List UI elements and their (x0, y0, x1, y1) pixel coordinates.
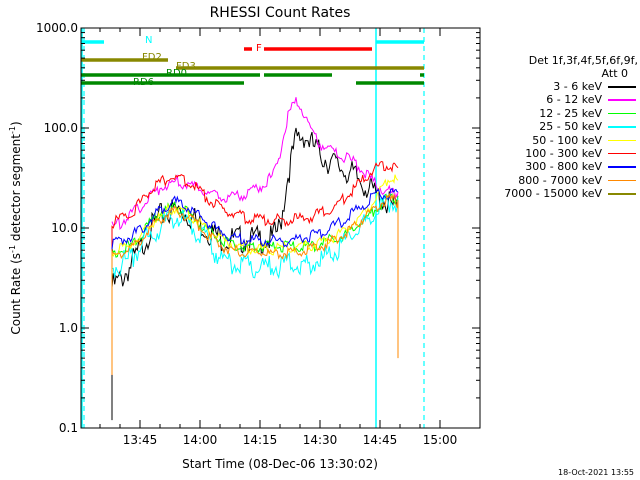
legend-entry: 100 - 300 keV (486, 147, 638, 160)
legend-swatch (608, 99, 636, 101)
y-axis-label: Count Rate (s-1 detector segment-1) (8, 121, 23, 334)
legend-label: 25 - 50 keV (539, 120, 602, 134)
legend-swatch (608, 179, 636, 182)
legend-title: Det 1f,3f,4f,5f,6f,9f, (528, 54, 638, 67)
legend-label: 50 - 100 keV (532, 133, 602, 147)
y-axis-label-sup: -1 (8, 126, 17, 134)
legend-swatch (608, 126, 636, 128)
footer-date: 18-Oct-2021 13:55 (558, 468, 634, 477)
state-bar-label: N (145, 35, 152, 46)
legend-label: 12 - 25 keV (539, 106, 602, 120)
x-tick-label: 14:45 (363, 433, 398, 447)
state-bar-label: FD3 (176, 61, 196, 72)
x-axis: 13:45 14:00 14:15 14:30 14:45 15:00 (99, 28, 458, 447)
y-tick-label: 100.0 (44, 121, 78, 135)
legend-entry: 6 - 12 keV (486, 93, 638, 106)
series-line-7 (111, 187, 399, 250)
legend-subtitle: Att 0 (601, 67, 628, 80)
legend-entry: 50 - 100 keV (486, 134, 638, 147)
y-tick-label: 10.0 (51, 221, 78, 235)
y-axis: 0.1 1.0 10.0 100.0 1000.0 (36, 21, 480, 435)
x-tick-label: 14:15 (243, 433, 278, 447)
x-tick-label: 15:00 (423, 433, 458, 447)
legend-label: 300 - 800 keV (525, 160, 602, 174)
legend-swatch (608, 139, 636, 142)
legend-entry: 300 - 800 keV (486, 160, 638, 173)
legend-entry: 12 - 25 keV (486, 107, 638, 120)
y-axis-label-part: Count Rate (s (9, 253, 23, 335)
state-bar-label: F (256, 43, 262, 54)
y-tick-label: 0.1 (59, 421, 78, 435)
y-axis-label-part: ) (9, 121, 23, 126)
series-line-6 (111, 160, 399, 375)
x-tick-label: 13:45 (123, 433, 158, 447)
y-axis-label-sup: -1 (8, 245, 17, 253)
legend: Det 1f,3f,4f,5f,6f,9f, Att 0 3 - 6 keV 6 … (486, 54, 638, 201)
legend-label: 100 - 300 keV (525, 146, 602, 160)
legend-label: 800 - 7000 keV (518, 173, 602, 187)
legend-swatch (608, 166, 636, 168)
series-line-1 (111, 127, 399, 421)
series-line-4 (111, 193, 399, 280)
legend-entry: 800 - 7000 keV (486, 174, 638, 187)
x-axis-label: Start Time (08-Dec-06 13:30:02) (182, 457, 378, 471)
legend-entries: 3 - 6 keV 6 - 12 keV 12 - 25 keV 25 - 50 ke… (486, 80, 638, 201)
series-line-2 (111, 97, 399, 230)
y-axis-label-part: detector segment (9, 134, 23, 245)
legend-entry: 3 - 6 keV (486, 80, 638, 93)
state-bar-label: RD6 (133, 77, 154, 88)
legend-label: 3 - 6 keV (553, 80, 602, 93)
legend-label: 6 - 12 keV (546, 93, 602, 107)
state-bar-label: RD0 (166, 68, 187, 79)
legend-swatch (608, 193, 636, 195)
y-tick-label: 1000.0 (36, 21, 78, 35)
legend-swatch (608, 152, 636, 155)
legend-entry: 7000 - 15000 keV (486, 187, 638, 200)
x-tick-label: 14:30 (303, 433, 338, 447)
series-line-8 (111, 192, 399, 375)
state-bar-label: FD2 (142, 52, 162, 63)
y-tick-label: 1.0 (59, 321, 78, 335)
x-tick-label: 14:00 (183, 433, 218, 447)
legend-swatch (608, 86, 636, 88)
chart-title: RHESSI Count Rates (210, 5, 351, 21)
series-line-3 (111, 193, 399, 258)
legend-label: 7000 - 15000 keV (504, 187, 602, 201)
legend-entry: 25 - 50 keV (486, 120, 638, 133)
legend-swatch (608, 112, 636, 115)
